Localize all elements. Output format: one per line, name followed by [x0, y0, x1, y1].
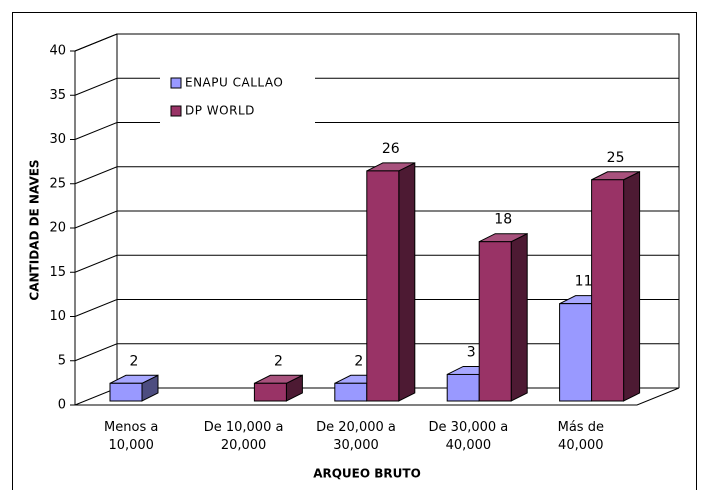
x-tick-line: 30,000 [333, 438, 379, 453]
x-tick-label: De 20,000 a 30,000 [316, 420, 396, 453]
bar [109, 374, 159, 402]
legend-label: DP WORLD [185, 104, 255, 118]
bar [591, 170, 641, 402]
bar-front [478, 241, 512, 402]
legend-swatch [170, 105, 182, 117]
bar-front [366, 170, 400, 402]
x-tick-line: Más de [558, 420, 604, 435]
x-tick-label: De 30,000 a 40,000 [429, 420, 509, 453]
x-tick-line: 20,000 [221, 438, 267, 453]
y-tick-label: 15 [49, 265, 66, 280]
bar-front [334, 382, 368, 402]
value-label: 2 [274, 353, 283, 369]
bar-front [559, 303, 593, 402]
bar-front [446, 373, 480, 402]
x-tick-label: Menos a 10,000 [104, 420, 158, 453]
value-label: 18 [494, 212, 512, 228]
x-axis-label: ARQUEO BRUTO [313, 467, 421, 481]
x-tick-line: De 10,000 a [204, 420, 284, 435]
y-tick-label: 0 [58, 398, 66, 413]
floor [75, 387, 680, 406]
frame [12, 12, 697, 490]
y-tick-label: 35 [49, 88, 66, 103]
value-label: 11 [575, 274, 593, 290]
x-tick-line: De 30,000 a [429, 420, 509, 435]
y-axis-label: CANTIDAD DE NAVES [28, 159, 42, 300]
grid-line [74, 77, 679, 96]
y-tick-label: 40 [49, 44, 66, 59]
value-label: 3 [467, 344, 476, 360]
x-tick-line: 40,000 [558, 438, 604, 453]
value-label: 2 [130, 353, 139, 369]
bar-side [510, 232, 528, 402]
bar-side [623, 170, 641, 402]
grid-line [74, 210, 679, 229]
y-tick-label: 20 [49, 221, 66, 236]
legend-swatch [170, 77, 182, 89]
grid-line [74, 122, 679, 140]
grid-line [74, 33, 679, 52]
bar-front [109, 382, 143, 402]
x-tick-line: De 20,000 a [316, 420, 396, 435]
x-tick-line: Menos a [104, 420, 158, 435]
x-tick-label: Más de 40,000 [558, 420, 604, 453]
value-label: 2 [354, 353, 363, 369]
bar-front [591, 179, 625, 402]
legend-label: ENAPU CALLAO [185, 76, 283, 90]
bar [253, 374, 303, 402]
y-tick-label: 5 [58, 353, 66, 368]
bar-side [398, 162, 416, 402]
y-tick-label: 10 [49, 309, 66, 324]
bar [478, 232, 528, 402]
grid-line [74, 166, 679, 185]
value-label: 25 [607, 150, 625, 166]
bar [366, 162, 416, 402]
bar-front [253, 382, 287, 402]
x-tick-label: De 10,000 a 20,000 [204, 420, 284, 453]
value-label: 26 [382, 141, 400, 157]
legend-box [160, 68, 315, 125]
x-tick-line: 40,000 [446, 438, 492, 453]
y-tick-label: 25 [49, 176, 66, 191]
y-tick-label: 30 [49, 132, 66, 147]
x-tick-line: 10,000 [108, 438, 154, 453]
